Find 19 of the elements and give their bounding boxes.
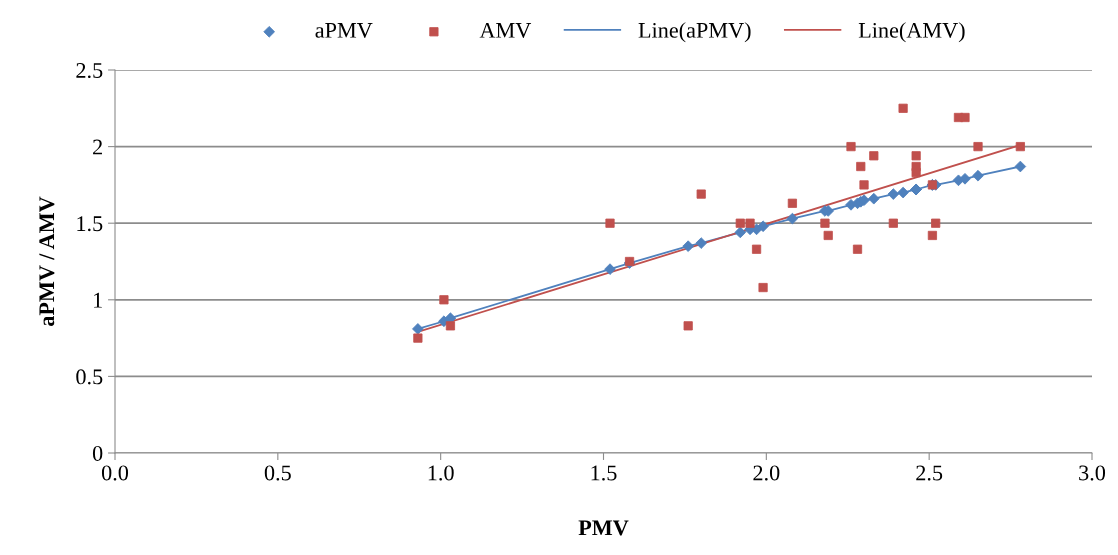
y-axis-title: aPMV / AMV <box>39 196 55 327</box>
legend-label: Line(aPMV) <box>638 22 751 43</box>
x-axis-title: PMV <box>578 520 629 536</box>
y-tick-label: 0.5 <box>76 369 103 385</box>
x-tick-label: 1.0 <box>428 465 454 481</box>
y-tick-label: 0 <box>92 445 103 461</box>
y-tick-label: 2 <box>93 139 102 155</box>
x-tick-label: 1.5 <box>591 465 617 481</box>
legend-label: Line(AMV) <box>858 22 965 43</box>
y-tick-label: 1.5 <box>77 216 103 232</box>
x-tick-label: 0.0 <box>101 465 129 481</box>
y-tick-label: 2.5 <box>76 62 103 79</box>
x-tick-label: 3.0 <box>1079 465 1106 481</box>
y-tick-label: 1 <box>94 292 102 308</box>
x-tick-label: 2.0 <box>753 465 780 481</box>
legend-label: aPMV <box>315 23 373 38</box>
legend-label: AMV <box>479 22 532 38</box>
x-tick-label: 0.5 <box>264 465 291 481</box>
x-tick-label: 2.5 <box>916 465 943 481</box>
